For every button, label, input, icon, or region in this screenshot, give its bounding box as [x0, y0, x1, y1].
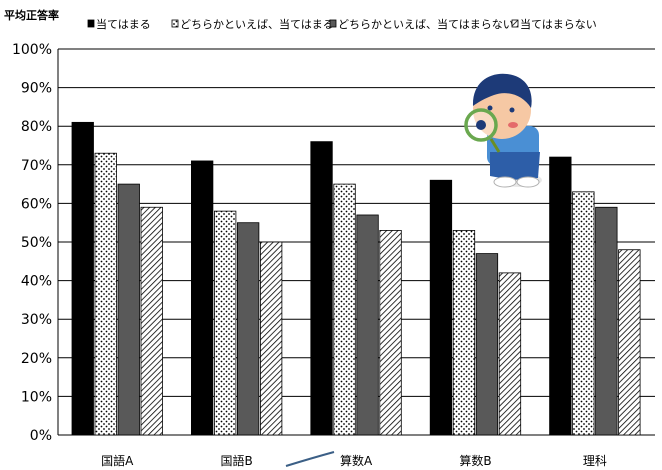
y-tick-label: 0% [30, 428, 52, 444]
bar [356, 214, 379, 436]
bar [190, 160, 214, 436]
bars [71, 121, 641, 436]
bar [595, 206, 618, 436]
y-tick-label: 10% [21, 389, 52, 405]
child-magnifier-illustration [464, 73, 542, 188]
legend-swatch [329, 19, 337, 28]
y-tick-label: 50% [21, 235, 52, 251]
y-tick-label: 80% [21, 119, 52, 135]
legend: 当てはまる どちらかといえば、当てはまる どちらかといえば、当てはまらない 当てはまら… [87, 17, 597, 31]
bar [572, 191, 595, 436]
legend-label: どちらかといえば、当てはまらない [338, 17, 514, 31]
y-tick-label: 70% [21, 158, 52, 174]
bar [94, 152, 117, 436]
bar [333, 183, 356, 436]
x-category-label: 国語B [221, 453, 253, 468]
x-category-label: 算数A [340, 453, 373, 468]
y-axis-ticks: 0% 10% 20% 30% 40% 50% 60% 70% 80% 90% 100% [12, 42, 52, 444]
y-tick-label: 100% [12, 42, 52, 58]
decorative-swoosh [285, 451, 335, 467]
bar [379, 230, 402, 436]
bar [549, 156, 572, 436]
legend-swatch [511, 19, 519, 28]
bar [259, 241, 283, 436]
bar [140, 206, 163, 436]
bar [429, 179, 453, 436]
legend-label: どちらかといえば、当てはまる [180, 17, 334, 31]
y-tick-label: 90% [21, 81, 52, 97]
bar [236, 222, 260, 436]
bar [452, 230, 476, 436]
y-axis-label: 平均正答率 [4, 8, 59, 22]
bar [618, 249, 641, 436]
legend-swatch [87, 19, 95, 28]
legend-swatch [171, 19, 179, 28]
bar [117, 183, 140, 436]
x-category-label: 理科 [583, 454, 607, 468]
bar [213, 210, 237, 436]
x-category-label: 国語A [101, 453, 134, 468]
y-tick-label: 30% [21, 312, 52, 328]
bar [310, 141, 333, 436]
legend-label: 当てはまらない [520, 17, 597, 31]
y-tick-label: 40% [21, 274, 52, 290]
bar [475, 253, 499, 436]
legend-label: 当てはまる [96, 17, 151, 31]
y-tick-label: 20% [21, 351, 52, 367]
x-axis-categories: 国語A 国語B 算数A 算数B 理科 [101, 453, 607, 468]
x-category-label: 算数B [459, 453, 491, 468]
bar [71, 121, 94, 436]
bar [498, 272, 522, 436]
y-tick-label: 60% [21, 196, 52, 212]
